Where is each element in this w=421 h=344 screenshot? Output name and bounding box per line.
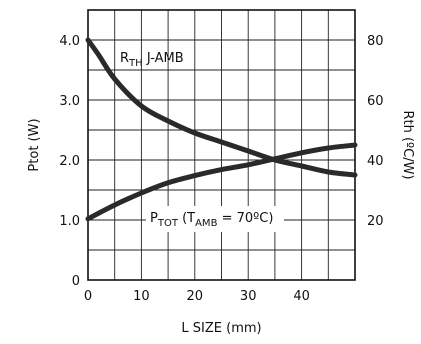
- ptot-label-sub2: AMB: [195, 218, 217, 229]
- x-tick-label: 40: [293, 289, 310, 304]
- right-y-tick-label: 80: [367, 34, 384, 49]
- ptot-label-mid: (T: [178, 211, 195, 226]
- rth-curve: [85, 37, 358, 178]
- left-y-axis-label: Ptot (W): [27, 118, 42, 171]
- right-y-tick-label: 20: [367, 214, 384, 229]
- left-y-tick-label: 1.0: [59, 214, 80, 229]
- ptot-curve: [85, 142, 358, 222]
- right-y-tick-labels: 20 40 60 80: [367, 34, 384, 229]
- svg-text:RTH J-AMB: RTH J-AMB: [120, 51, 184, 69]
- rth-label-sub: TH: [128, 58, 143, 69]
- left-y-tick-label: 2.0: [59, 154, 80, 169]
- x-tick-label: 20: [187, 289, 204, 304]
- left-y-tick-labels: 0 1.0 2.0 3.0 4.0: [59, 34, 80, 289]
- right-y-tick-label: 40: [367, 154, 384, 169]
- ptot-annotation-bg: [146, 206, 284, 232]
- x-tick-labels: 0 10 20 30 40: [84, 289, 310, 304]
- left-y-tick-label: 4.0: [59, 34, 80, 49]
- rth-annotation: RTH J-AMB: [120, 51, 184, 69]
- left-y-tick-label: 3.0: [59, 94, 80, 109]
- series-group: [85, 37, 358, 222]
- rth-label-rest: J-AMB: [143, 51, 184, 66]
- svg-text:PTOT (TAMB = 70ºC): PTOT (TAMB = 70ºC): [150, 211, 273, 229]
- ptot-label-rest: = 70ºC): [217, 211, 273, 226]
- ptot-annotation: PTOT (TAMB = 70ºC): [150, 211, 273, 229]
- x-tick-label: 10: [133, 289, 150, 304]
- rth-label-main: R: [120, 51, 129, 66]
- ptot-label-main: P: [150, 211, 158, 226]
- right-y-tick-label: 60: [367, 94, 384, 109]
- x-axis-label: L SIZE (mm): [181, 321, 261, 336]
- right-y-axis-label: Rth (ºC/W): [400, 110, 415, 179]
- left-y-tick-label: 0: [72, 274, 80, 289]
- x-tick-label: 0: [84, 289, 92, 304]
- ptot-label-sub: TOT: [157, 218, 179, 229]
- x-tick-label: 30: [240, 289, 257, 304]
- grid: [88, 10, 355, 280]
